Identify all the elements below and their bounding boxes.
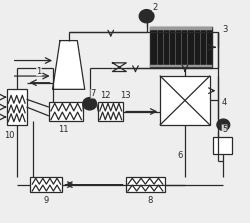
Text: 12: 12 — [100, 91, 111, 101]
Bar — [126, 177, 165, 192]
Polygon shape — [52, 41, 85, 89]
Text: 4: 4 — [222, 98, 227, 107]
Text: 1: 1 — [36, 67, 42, 76]
Text: 10: 10 — [4, 131, 14, 140]
Text: 2: 2 — [153, 3, 158, 12]
Text: 8: 8 — [148, 196, 153, 205]
Text: 3: 3 — [222, 25, 227, 34]
Text: 11: 11 — [58, 125, 69, 134]
Text: 13: 13 — [120, 91, 131, 101]
Text: 7: 7 — [91, 89, 96, 98]
Bar — [160, 76, 210, 125]
Bar — [49, 101, 84, 122]
Bar — [150, 27, 212, 67]
Circle shape — [83, 97, 96, 110]
Bar — [98, 101, 123, 122]
Circle shape — [217, 119, 230, 130]
Text: 6: 6 — [177, 151, 183, 160]
Bar — [30, 177, 62, 192]
Circle shape — [139, 10, 154, 23]
Text: 9: 9 — [44, 196, 49, 205]
Text: 5: 5 — [222, 125, 227, 134]
Bar — [150, 64, 212, 67]
Bar — [150, 27, 212, 30]
Bar — [7, 89, 26, 125]
Bar — [214, 137, 232, 154]
